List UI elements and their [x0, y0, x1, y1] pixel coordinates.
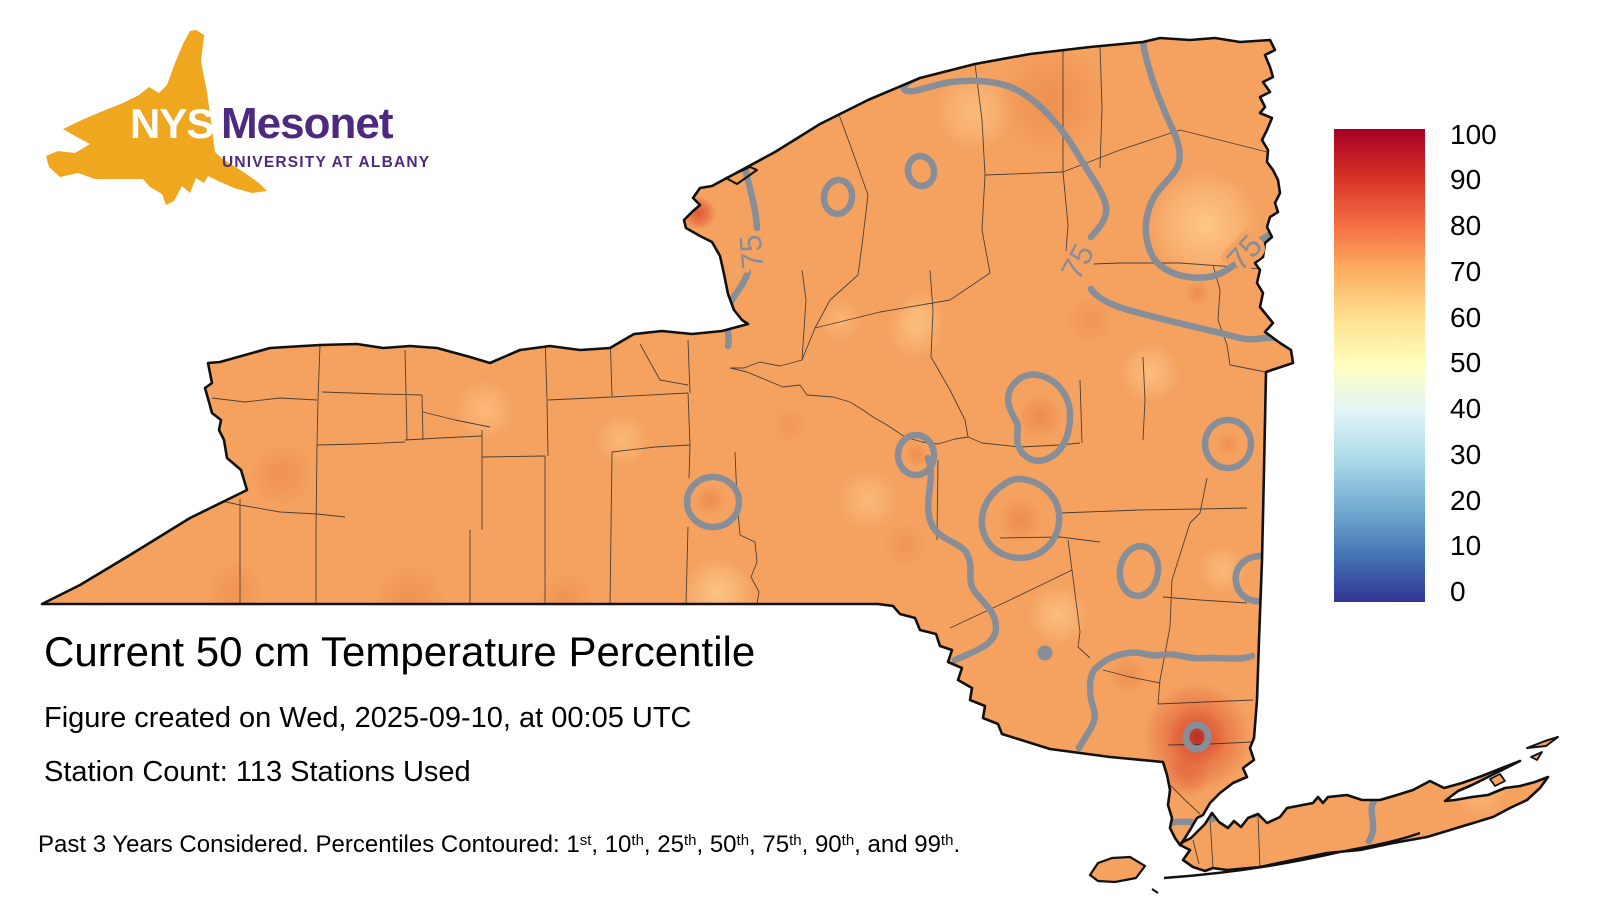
colorbar-tick-30: 30 [1450, 439, 1482, 470]
figure-title: Current 50 cm Temperature Percentile [44, 628, 756, 675]
colorbar-tick-10: 10 [1450, 530, 1482, 561]
logo-tagline: UNIVERSITY AT ALBANY [222, 154, 430, 171]
colorbar-tick-40: 40 [1450, 393, 1482, 424]
created-timestamp: Figure created on Wed, 2025-09-10, at 00… [44, 702, 692, 734]
station-count-line: Station Count: 113 Stations Used [44, 756, 471, 788]
contour-ring [683, 473, 743, 531]
percentiles-footnote: Past 3 Years Considered. Percentiles Con… [38, 831, 960, 859]
barrier-island-line [1163, 831, 1421, 880]
contour-snake [924, 454, 1000, 664]
colorbar-tick-90: 90 [1450, 164, 1482, 195]
footnote-item: 50th, [709, 831, 763, 858]
contour-ring [1116, 542, 1162, 600]
contour-ring [1201, 416, 1255, 472]
contour-ring [820, 176, 856, 218]
colorbar-tick-20: 20 [1450, 485, 1482, 516]
contour-ring [894, 431, 938, 479]
logo-state-shape [46, 30, 267, 205]
footnote-item: 90th, and [814, 831, 915, 858]
footnote-item: 10th, [604, 831, 658, 858]
state-outline [40, 36, 1559, 894]
colorbar-tick-100: 100 [1450, 119, 1497, 150]
colorbar [1334, 129, 1425, 602]
footnote-item: 99th. [914, 831, 961, 858]
colorbar-tick-80: 80 [1450, 210, 1482, 241]
contour-loop [1004, 371, 1074, 464]
contour-dot [1037, 645, 1053, 661]
colorbar-tick-50: 50 [1450, 347, 1482, 378]
county-borders [202, 45, 1278, 871]
colorbar-tick-70: 70 [1450, 256, 1482, 287]
contour-ring-clipped [1232, 552, 1268, 605]
contour-label-75: 75 [733, 233, 771, 270]
contour-75-watertown [741, 164, 761, 232]
contour-90-hotspot-ring [1182, 721, 1212, 753]
footnote-item: 25th, [657, 831, 710, 858]
logo-name: Mesonet [221, 99, 394, 148]
colorbar-tick-60: 60 [1450, 302, 1482, 333]
contour-ring [904, 152, 938, 190]
contour-hudson-wave [1075, 649, 1256, 752]
contour-75-champlain [1139, 38, 1243, 281]
contour-loop [978, 475, 1063, 562]
footnote-lead: Past 3 Years Considered. Percentiles Con… [38, 831, 567, 858]
footnote-item: 75th, [762, 831, 815, 858]
footnote-item: 1st, [566, 831, 605, 858]
nys-mesonet-logo: NYS Mesonet UNIVERSITY AT ALBANY [46, 30, 430, 205]
contour-75-north-wave-tail [1087, 285, 1295, 350]
colorbar-tick-0: 0 [1450, 576, 1466, 607]
logo-acronym: NYS [130, 100, 213, 147]
